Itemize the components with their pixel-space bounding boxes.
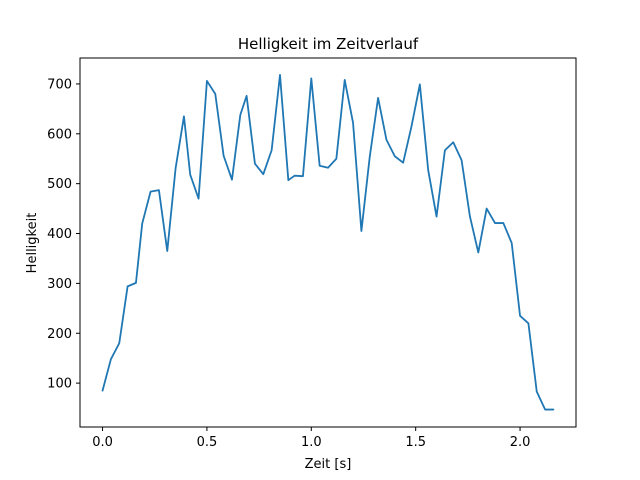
y-tick-label: 300: [47, 277, 72, 292]
series-line: [101, 74, 555, 411]
y-tick-label: 100: [47, 377, 72, 392]
x-tick-label: 1.0: [301, 435, 322, 450]
y-tick-label: 500: [47, 177, 72, 192]
y-tick-label: 200: [47, 327, 72, 342]
plot-area: [79, 57, 577, 428]
chart-title: Helligkeit im Zeitverlauf: [238, 35, 419, 53]
x-tick-label: 0.5: [197, 435, 218, 450]
x-tick-label: 1.5: [405, 435, 426, 450]
x-tick-label: 2.0: [510, 435, 531, 450]
y-tick-label: 400: [47, 227, 72, 242]
x-axis: 0.0 0.5 1.0 1.5 2.0: [92, 427, 530, 450]
x-tick-label: 0.0: [92, 435, 113, 450]
y-tick-label: 600: [47, 127, 72, 142]
axes-frame: [79, 57, 577, 428]
y-axis-label: Helligkeit: [25, 213, 40, 274]
y-axis: 100 200 300 400 500 600 700: [47, 77, 80, 392]
x-axis-label: Zeit [s]: [305, 457, 352, 472]
y-tick-label: 700: [47, 77, 72, 92]
